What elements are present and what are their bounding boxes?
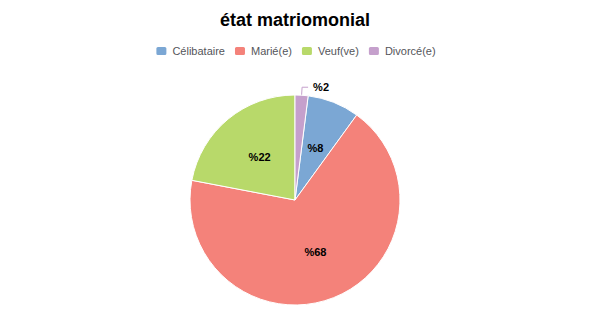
svg-text:Célibataire: Célibataire xyxy=(172,45,225,57)
svg-text:%22: %22 xyxy=(249,151,271,163)
svg-text:%8: %8 xyxy=(307,142,323,154)
svg-text:%2: %2 xyxy=(313,81,329,93)
svg-text:%68: %68 xyxy=(304,246,326,258)
svg-text:état matriomonial: état matriomonial xyxy=(220,10,370,30)
svg-text:Marié(e): Marié(e) xyxy=(251,45,292,57)
svg-text:Veuf(ve): Veuf(ve) xyxy=(318,45,359,57)
svg-text:Divorcé(e): Divorcé(e) xyxy=(385,45,436,57)
